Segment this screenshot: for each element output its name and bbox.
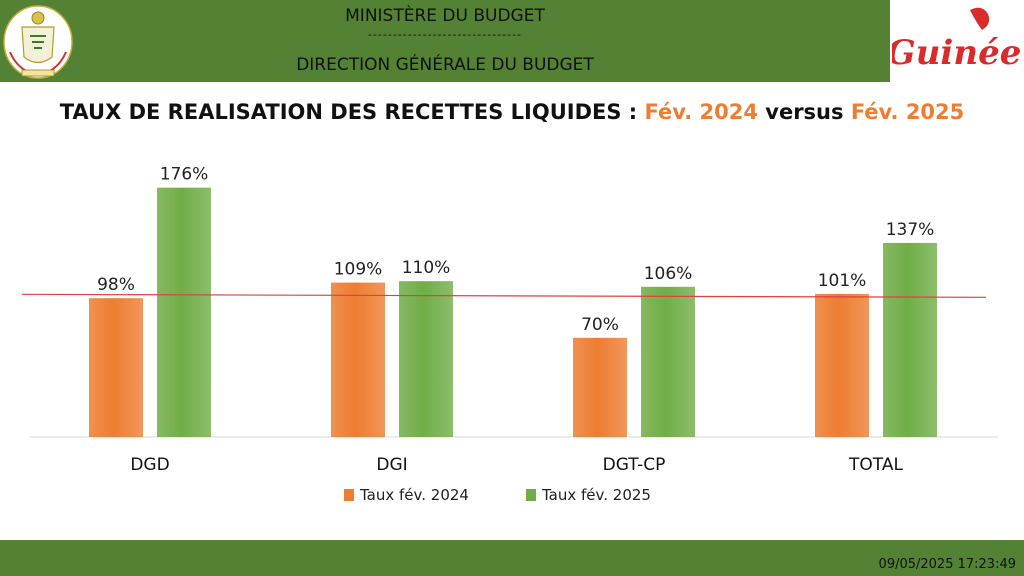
category-label-dgi: DGI — [376, 455, 407, 475]
bar-dgi-2024 — [331, 282, 385, 437]
legend-label-2025: Taux fév. 2025 — [541, 486, 651, 504]
timestamp: 09/05/2025 17:23:49 — [878, 557, 1016, 572]
header-separator: ------------------------------- — [367, 28, 523, 41]
header-banner — [0, 0, 890, 82]
bar-total-2024 — [815, 293, 869, 437]
data-label-dgt-cp-2024: 70% — [581, 315, 619, 335]
legend-swatch-2024 — [344, 489, 354, 501]
bar-dgd-2025 — [157, 187, 211, 437]
coat-of-arms-icon — [3, 5, 73, 79]
bar-chart: 98% 176% DGD 109% 110% DGI 70% 106% DGT-CP 101% 13… — [21, 165, 998, 504]
direction-name: DIRECTION GÉNÉRALE DU BUDGET — [296, 55, 594, 75]
bar-total-2025 — [883, 242, 937, 437]
bar-dgi-2025 — [399, 281, 453, 437]
reference-line-100 — [21, 293, 987, 298]
data-label-dgt-cp-2025: 106% — [644, 264, 693, 284]
category-label-dgt-cp: DGT-CP — [603, 455, 666, 475]
data-label-total-2025: 137% — [886, 220, 935, 240]
header-logo-area — [890, 0, 1024, 82]
data-label-dgi-2025: 110% — [402, 258, 451, 278]
data-label-dgd-2025: 176% — [160, 165, 209, 185]
header: MINISTÈRE DU BUDGET --------------------… — [0, 0, 1024, 82]
ministry-name: MINISTÈRE DU BUDGET — [345, 6, 545, 26]
title-period-2025: Fév. 2025 — [850, 100, 965, 124]
category-label-dgd: DGD — [130, 455, 169, 475]
title-period-2024: Fév. 2024 — [644, 100, 758, 124]
bar-dgd-2024 — [89, 298, 143, 437]
bar-dgt-cp-2025 — [641, 286, 695, 437]
data-label-dgi-2024: 109% — [334, 260, 383, 280]
legend-label-2024: Taux fév. 2024 — [359, 486, 469, 504]
category-label-total: TOTAL — [848, 455, 903, 475]
title-versus: versus — [757, 100, 851, 124]
chart-title: TAUX DE REALISATION DES RECETTES LIQUIDE… — [0, 100, 1024, 124]
legend-swatch-2025 — [526, 489, 536, 501]
logo-text: Guinée — [892, 33, 1021, 73]
guinee-logo: Guinée — [892, 7, 1021, 73]
title-prefix: TAUX DE REALISATION DES RECETTES LIQUIDE… — [59, 100, 645, 124]
data-label-total-2024: 101% — [818, 271, 867, 291]
data-label-dgd-2024: 98% — [97, 275, 135, 295]
footer-bar: 09/05/2025 17:23:49 — [0, 540, 1024, 576]
bar-dgt-cp-2024 — [573, 337, 627, 437]
